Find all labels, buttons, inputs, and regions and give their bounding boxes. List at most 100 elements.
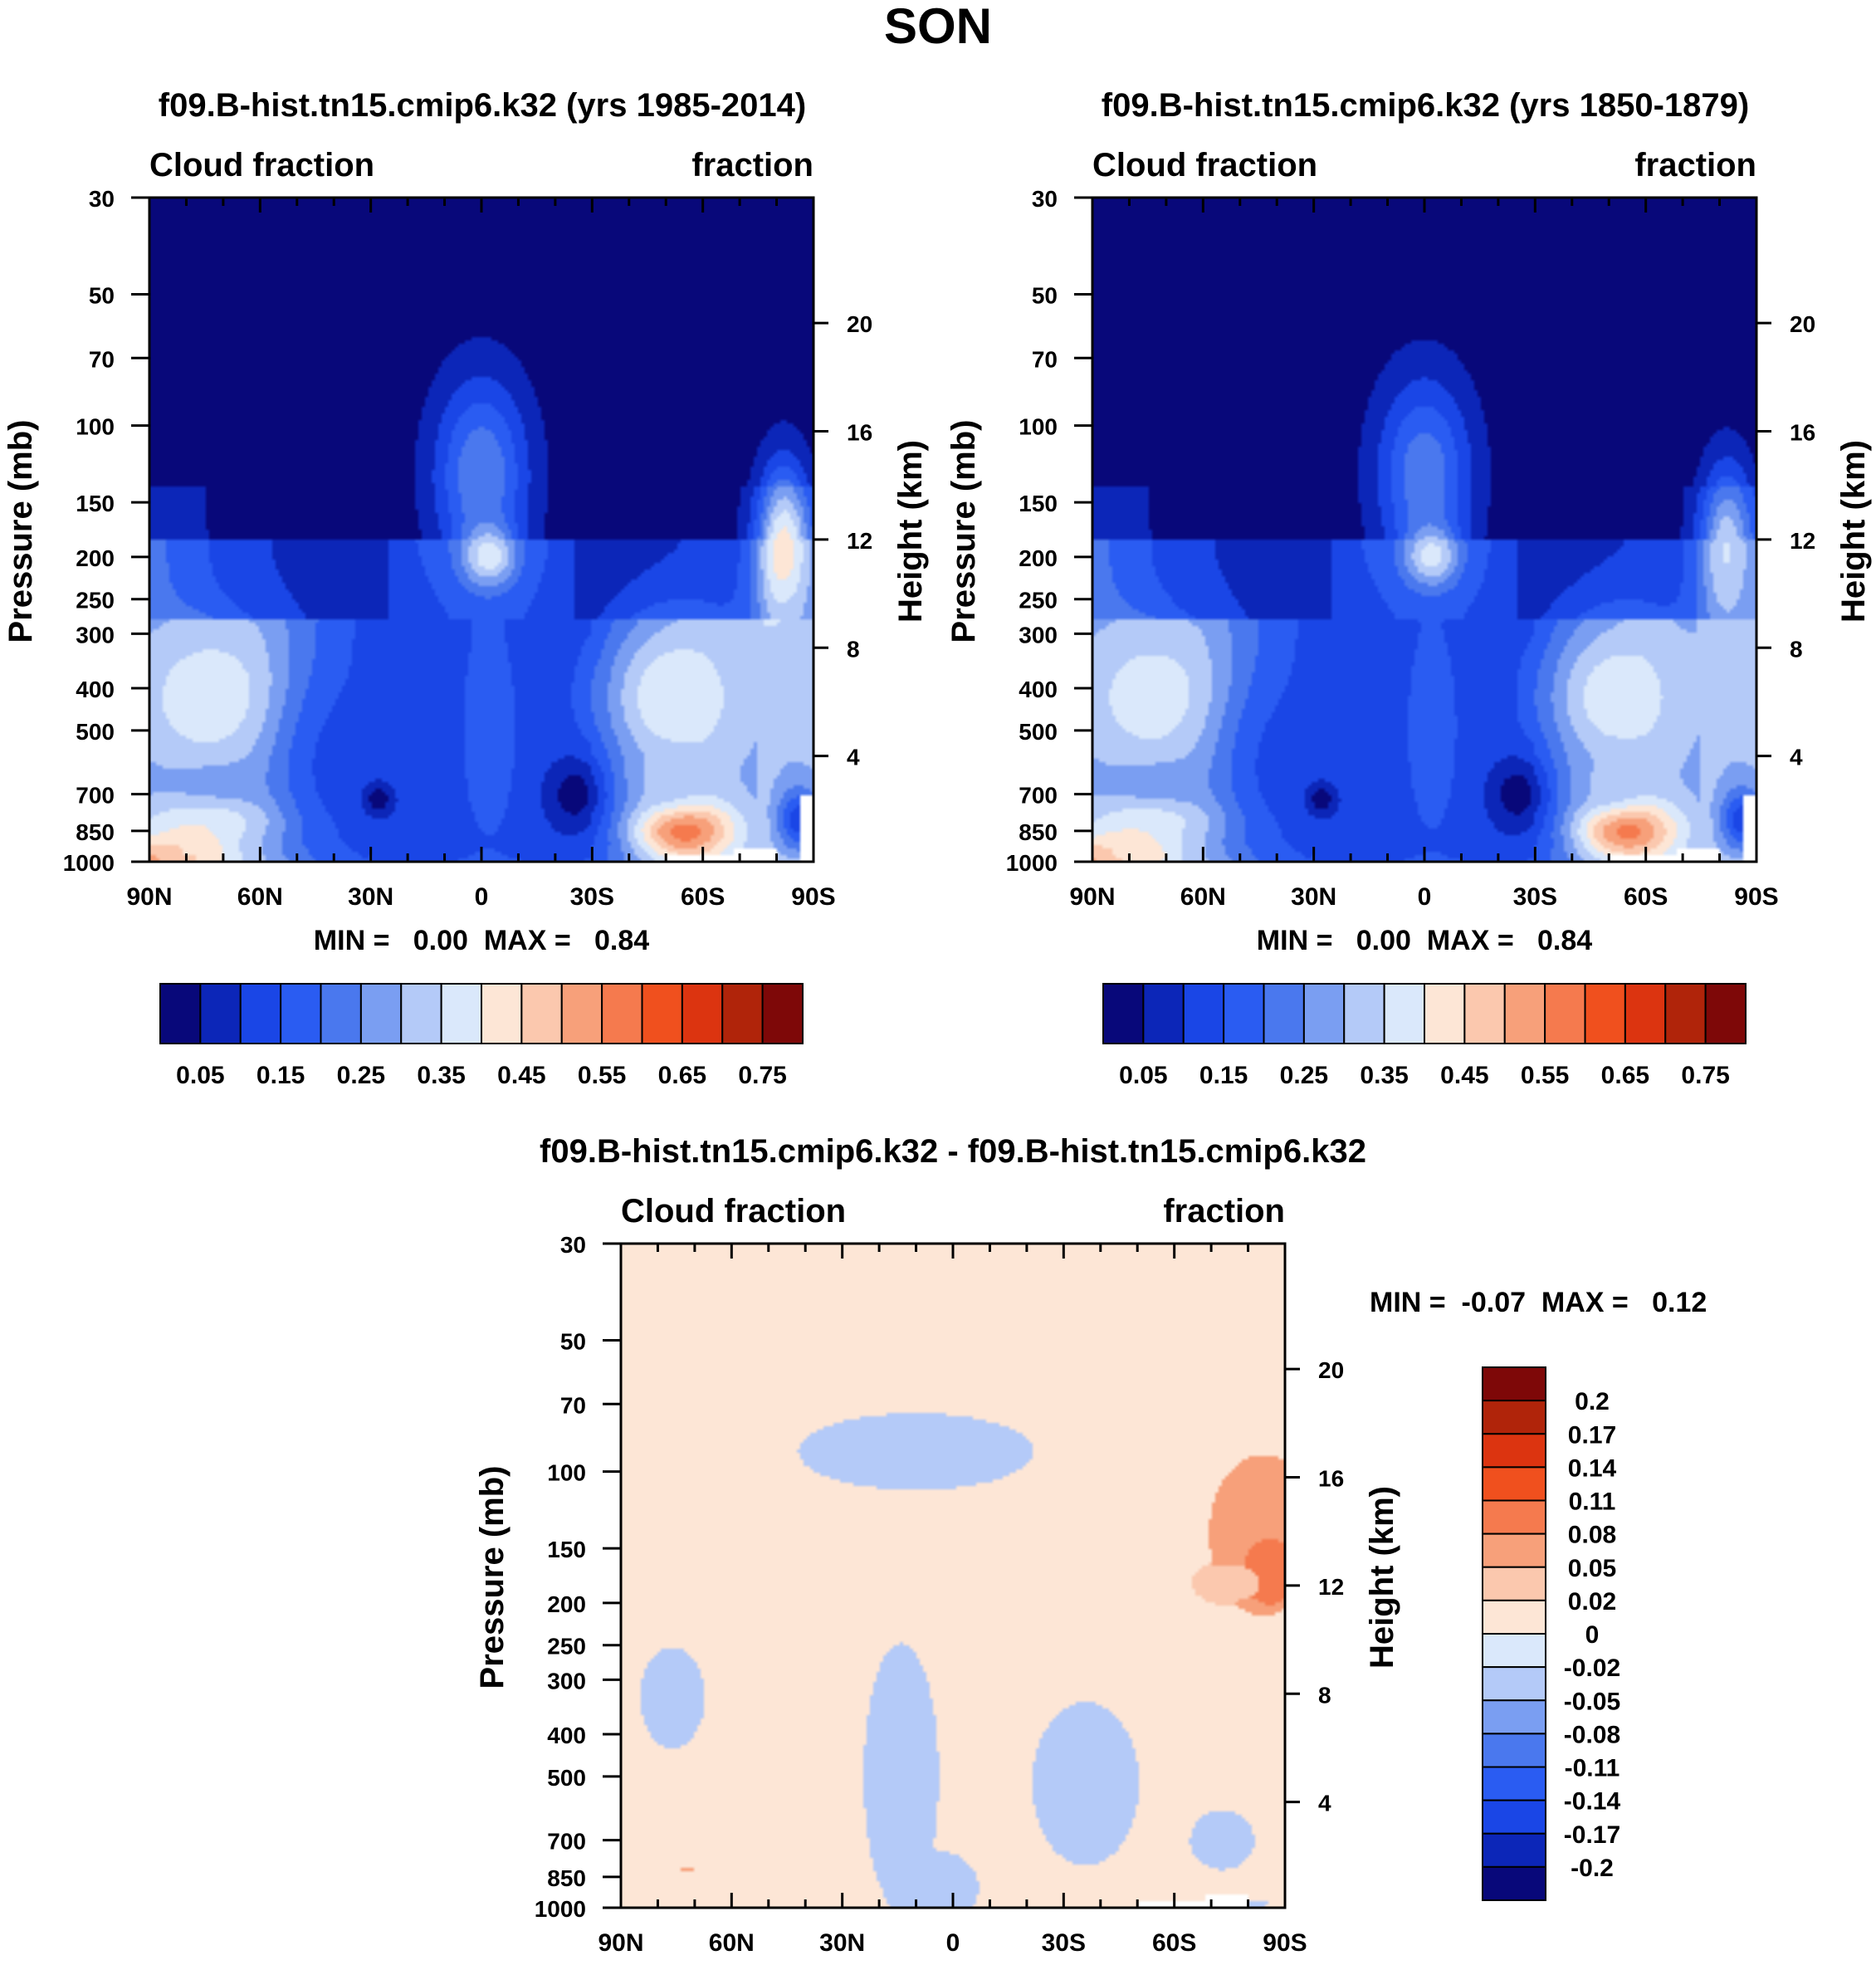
- colorbar-label: 0.65: [658, 1062, 706, 1089]
- x-tick-label: 30S: [1042, 1929, 1086, 1957]
- y-tick-label: 850: [547, 1865, 586, 1891]
- y-tick-label: 50: [89, 283, 115, 309]
- colorbar-swatch: [1463, 983, 1506, 1044]
- panel-2-ylabel: Pressure (mb): [945, 420, 982, 643]
- x-tick-label: 60S: [1152, 1929, 1196, 1957]
- y-tick-label: 700: [1019, 783, 1058, 809]
- panel-3-colorbar: 0.2 0.17 0.14 0.11 0.08 0.05 0.02 0 -0.02 -0.05 -0…: [1482, 1366, 1620, 1901]
- y-tick-label: 70: [1032, 346, 1058, 372]
- y-tick-label: 250: [76, 588, 115, 613]
- colorbar-swatch: [1544, 983, 1586, 1044]
- y-tick-label: 400: [1019, 677, 1058, 702]
- y-tick-label: 500: [547, 1765, 586, 1791]
- panel-3-title: f09.B-hist.tn15.cmip6.k32 - f09.B-hist.t…: [540, 1133, 1366, 1170]
- colorbar-swatch: [1482, 1733, 1546, 1768]
- panel-1-right-string: fraction: [691, 147, 813, 183]
- y-tick-label: 200: [547, 1591, 586, 1617]
- height-tick-label: 16: [847, 420, 872, 446]
- y-tick-label: 850: [1019, 819, 1058, 845]
- panel-2: f09.B-hist.tn15.cmip6.k32 (yrs 1850-1879…: [945, 87, 1872, 1089]
- panel-1-axes: 90N 60N 30N 0 30S 60S 90S 30 50 70 100 150 200 250 300…: [63, 186, 872, 911]
- x-tick-label: 90N: [1069, 883, 1115, 911]
- colorbar-label: 0.45: [1440, 1062, 1488, 1089]
- colorbar-swatch: [1223, 983, 1265, 1044]
- colorbar-label: -0.08: [1564, 1721, 1620, 1748]
- y-tick-label: 50: [1032, 283, 1058, 309]
- colorbar-label: 0: [1585, 1621, 1600, 1649]
- y-tick-label: 1000: [1006, 850, 1058, 876]
- colorbar-swatch: [721, 983, 764, 1044]
- colorbar-label: -0.02: [1564, 1655, 1620, 1682]
- panel-2-colorbar: 0.05 0.15 0.25 0.35 0.45 0.55 0.65 0.75: [1102, 983, 1747, 1089]
- heatmap-field: [149, 198, 813, 862]
- height-tick-label: 12: [847, 528, 872, 554]
- colorbar-label: 0.75: [738, 1062, 786, 1089]
- x-tick-label: 30S: [1513, 883, 1557, 911]
- y-tick-label: 400: [76, 677, 115, 702]
- heatmap-field: [1092, 198, 1756, 862]
- y-tick-label: 300: [76, 622, 115, 648]
- colorbar-label: 0.55: [578, 1062, 626, 1089]
- y-tick-label: 300: [1019, 622, 1058, 648]
- y-tick-label: 200: [76, 545, 115, 571]
- colorbar-label: -0.17: [1564, 1821, 1620, 1849]
- colorbar-swatch: [1482, 1666, 1546, 1702]
- colorbar-swatch: [159, 983, 202, 1044]
- colorbar-swatch: [1482, 1633, 1546, 1669]
- colorbar-label: 0.08: [1568, 1522, 1616, 1549]
- colorbar-label: -0.11: [1565, 1755, 1620, 1782]
- colorbar-swatch: [1482, 1433, 1546, 1469]
- x-tick-label: 0: [946, 1929, 960, 1957]
- panel-2-right-string: fraction: [1634, 147, 1756, 183]
- y-tick-label: 70: [560, 1392, 586, 1418]
- panel-2-title: f09.B-hist.tn15.cmip6.k32 (yrs 1850-1879…: [1102, 87, 1749, 124]
- x-tick-label: 60N: [1180, 883, 1226, 911]
- panel-3-ylabel: Pressure (mb): [474, 1466, 511, 1689]
- colorbar-label: 0.05: [1568, 1555, 1616, 1582]
- colorbar-label: -0.05: [1564, 1688, 1620, 1715]
- height-tick-label: 12: [1318, 1574, 1344, 1600]
- y-tick-label: 1000: [63, 850, 115, 876]
- y-tick-label: 700: [547, 1829, 586, 1855]
- x-tick-label: 90S: [791, 883, 835, 911]
- panel-1: f09.B-hist.tn15.cmip6.k32 (yrs 1985-2014…: [2, 87, 929, 1089]
- x-tick-label: 30N: [348, 883, 393, 911]
- colorbar-swatch: [1664, 983, 1707, 1044]
- colorbar-swatch: [1624, 983, 1667, 1044]
- colorbar-swatch: [239, 983, 282, 1044]
- panel-3: f09.B-hist.tn15.cmip6.k32 - f09.B-hist.t…: [474, 1133, 1707, 1957]
- y-tick-label: 150: [1019, 491, 1058, 516]
- colorbar-swatch: [761, 983, 804, 1044]
- y-tick-label: 150: [76, 491, 115, 516]
- y-tick-label: 300: [547, 1668, 586, 1694]
- colorbar-swatch: [1482, 1799, 1546, 1835]
- panel-1-title: f09.B-hist.tn15.cmip6.k32 (yrs 1985-2014…: [159, 87, 806, 124]
- panel-2-left-string: Cloud fraction: [1092, 147, 1317, 183]
- colorbar-label: 0.17: [1568, 1421, 1616, 1449]
- colorbar-label: 0.05: [1119, 1062, 1167, 1089]
- colorbar-swatch: [1584, 983, 1626, 1044]
- height-tick-label: 8: [1790, 636, 1803, 662]
- height-tick-label: 4: [1318, 1791, 1331, 1816]
- y-tick-label: 250: [1019, 588, 1058, 613]
- x-tick-label: 30N: [1291, 883, 1336, 911]
- colorbar-swatch: [1503, 983, 1546, 1044]
- colorbar-label: 0.25: [337, 1062, 385, 1089]
- panel-1-ylabel-right: Height (km): [892, 440, 929, 623]
- x-tick-label: 60S: [681, 883, 725, 911]
- y-tick-label: 50: [560, 1329, 586, 1355]
- x-tick-label: 60N: [709, 1929, 755, 1957]
- height-tick-label: 20: [847, 311, 872, 337]
- colorbar-swatch: [1482, 1499, 1546, 1535]
- y-tick-label: 30: [89, 186, 115, 212]
- panel-2-ylabel-right: Height (km): [1835, 440, 1872, 623]
- y-tick-label: 150: [547, 1537, 586, 1562]
- height-tick-label: 20: [1790, 311, 1815, 337]
- colorbar-swatch: [560, 983, 603, 1044]
- panel-3-left-string: Cloud fraction: [621, 1193, 846, 1229]
- colorbar-swatch: [1302, 983, 1346, 1044]
- colorbar-label: 0.25: [1280, 1062, 1328, 1089]
- y-tick-label: 500: [76, 719, 115, 745]
- y-tick-label: 100: [1019, 414, 1058, 440]
- colorbar-label: 0.35: [417, 1062, 465, 1089]
